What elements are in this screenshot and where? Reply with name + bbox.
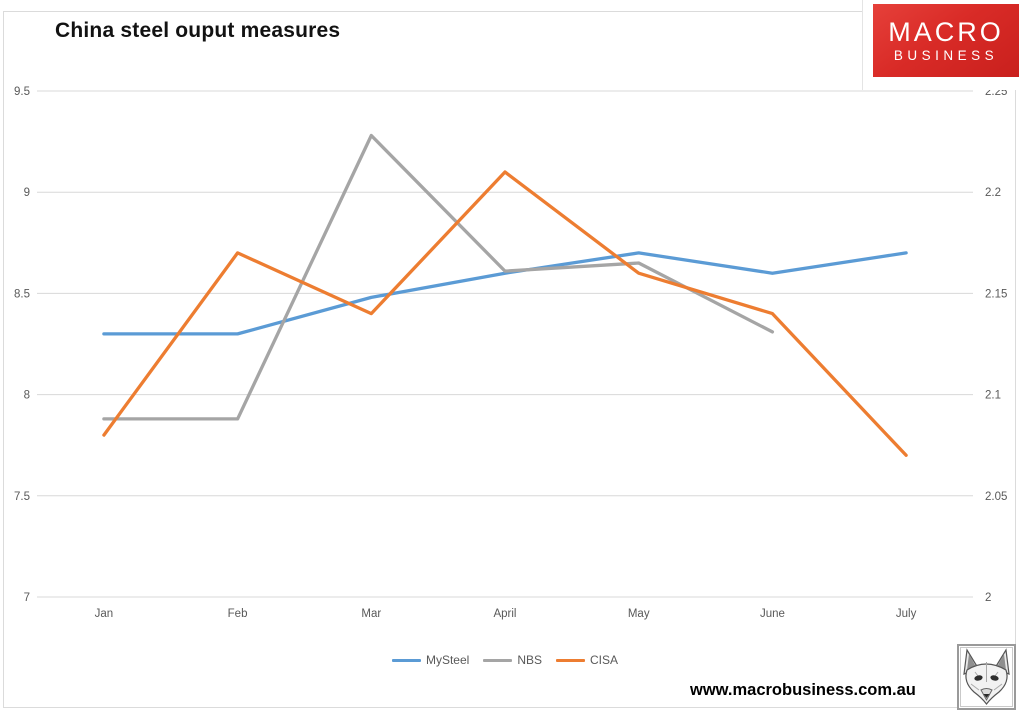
left-axis-tick: 9.5 [14, 86, 30, 98]
chart-frame [3, 11, 1016, 708]
legend: MySteel NBS CISA [37, 651, 973, 669]
x-axis-label: June [760, 608, 785, 620]
fox-sketch-icon [963, 648, 1010, 705]
logo-text-business: BUSINESS [893, 48, 999, 63]
x-axis-label: April [493, 608, 516, 620]
legend-item-nbs: NBS [483, 653, 542, 667]
logo-text-macro: MACRO [888, 17, 1004, 47]
series-line-nbs [102, 133, 775, 421]
x-axis-label: Jan [95, 608, 114, 620]
left-axis-tick: 9 [24, 187, 30, 199]
legend-item-cisa: CISA [556, 653, 618, 667]
series-line-cisa [102, 170, 908, 457]
legend-item-mysteel: MySteel [391, 653, 470, 667]
legend-swatch-cisa [556, 658, 586, 662]
legend-label: MySteel [425, 653, 470, 667]
right-axis-tick: 2 [985, 592, 991, 604]
left-axis-tick: 8 [24, 390, 30, 402]
macrobusiness-logo: MACRO BUSINESS [862, 0, 1019, 90]
right-axis-tick: 2.2 [985, 187, 1001, 199]
x-axis-label: May [628, 608, 650, 620]
site-url: www.macrobusiness.com.au [690, 681, 916, 699]
legend-label: CISA [590, 653, 619, 667]
x-axis-label: July [896, 608, 917, 620]
right-axis-tick: 2.1 [985, 390, 1001, 402]
left-axis-tick: 7 [24, 592, 30, 604]
series-line-mysteel [102, 251, 908, 336]
x-axis-label: Feb [228, 608, 248, 620]
right-axis-tick: 2.05 [985, 491, 1007, 503]
x-axis-label: Mar [361, 608, 381, 620]
fox-logo-box [957, 644, 1016, 710]
macrobusiness-logo-badge: MACRO BUSINESS [873, 4, 1019, 77]
left-axis-tick: 8.5 [14, 288, 30, 300]
left-axis-tick: 7.5 [14, 491, 30, 503]
right-axis-tick: 2.15 [985, 288, 1007, 300]
chart-title: China steel ouput measures [55, 19, 341, 42]
legend-swatch-mysteel [391, 658, 421, 662]
legend-label: NBS [517, 653, 543, 667]
legend-swatch-nbs [483, 658, 513, 662]
